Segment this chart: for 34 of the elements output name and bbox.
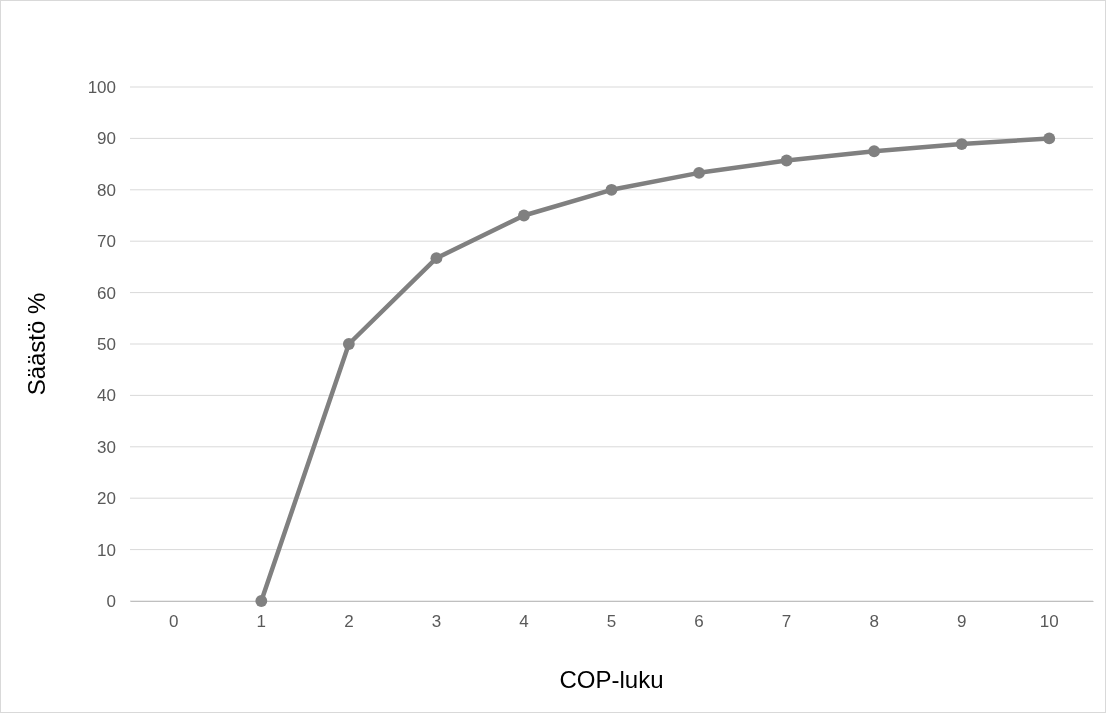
x-tick-label: 2 <box>344 612 354 632</box>
x-tick-label: 0 <box>169 612 179 632</box>
point <box>430 252 443 265</box>
x-tick-label: 3 <box>431 612 442 632</box>
x-tick-label: 10 <box>1039 612 1059 632</box>
y-tick-label: 50 <box>97 334 116 354</box>
y-tick-label: 80 <box>97 180 116 200</box>
y-tick-label: 30 <box>97 437 116 457</box>
point <box>342 338 355 350</box>
y-tick-label: 70 <box>97 232 116 252</box>
point <box>255 595 268 607</box>
x-tick-label: 7 <box>781 612 792 632</box>
y-tick-label: 40 <box>97 386 116 406</box>
point <box>518 209 530 222</box>
y-tick-label: 100 <box>87 77 116 97</box>
x-axis-title: COP-luku <box>559 666 664 693</box>
point <box>780 154 793 167</box>
point <box>605 183 618 196</box>
x-tick-label: 1 <box>256 612 267 632</box>
y-tick-label: 10 <box>97 540 116 560</box>
point <box>693 166 705 179</box>
x-tick-label: 6 <box>694 612 704 632</box>
y-tick-label: 60 <box>97 283 116 303</box>
point <box>868 145 881 158</box>
y-tick-label: 90 <box>97 129 116 149</box>
x-tick-label: 9 <box>956 612 967 632</box>
x-tick-label: 4 <box>519 612 529 632</box>
x-tick-label: 5 <box>606 612 617 632</box>
y-tick-label: 20 <box>97 489 116 509</box>
y-tick-label: 0 <box>106 591 116 611</box>
point <box>1043 132 1056 145</box>
point <box>955 138 968 150</box>
y-axis-title: Säästö % <box>23 292 50 396</box>
x-tick-label: 8 <box>869 612 879 632</box>
